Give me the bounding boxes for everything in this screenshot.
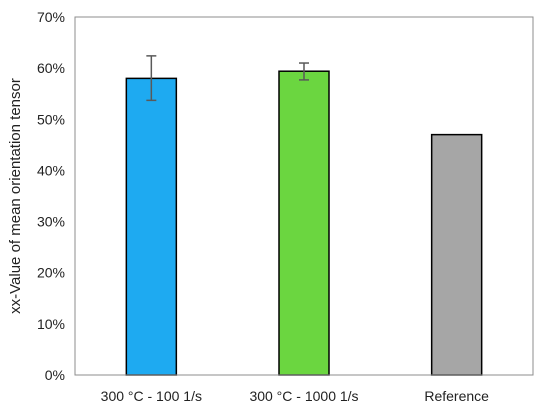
x-tick-label: 300 °C - 1000 1/s (249, 388, 358, 404)
x-tick-label: 300 °C - 100 1/s (101, 388, 202, 404)
x-axis-ticks: 300 °C - 100 1/s 300 °C - 1000 1/s Referen… (101, 388, 490, 404)
y-tick-label: 30% (37, 214, 65, 230)
y-tick-label: 40% (37, 162, 65, 178)
bar (430, 133, 483, 376)
y-axis-ticks: 0% 10% 20% 30% 40% 50% 60% 70% (37, 9, 65, 383)
y-tick-label: 10% (37, 316, 65, 332)
x-tick-label: Reference (424, 388, 489, 404)
bar (125, 77, 178, 376)
y-tick-label: 20% (37, 265, 65, 281)
y-tick-label: 60% (37, 60, 65, 76)
y-tick-label: 0% (45, 367, 65, 383)
bar (278, 70, 330, 376)
y-tick-label: 70% (37, 9, 65, 25)
y-tick-label: 50% (37, 111, 65, 127)
bars-group (125, 70, 483, 376)
error-bars-group (146, 55, 309, 102)
y-axis-label: xx-Value of mean orientation tensor (7, 78, 24, 314)
plot-area-frame (74, 16, 534, 376)
